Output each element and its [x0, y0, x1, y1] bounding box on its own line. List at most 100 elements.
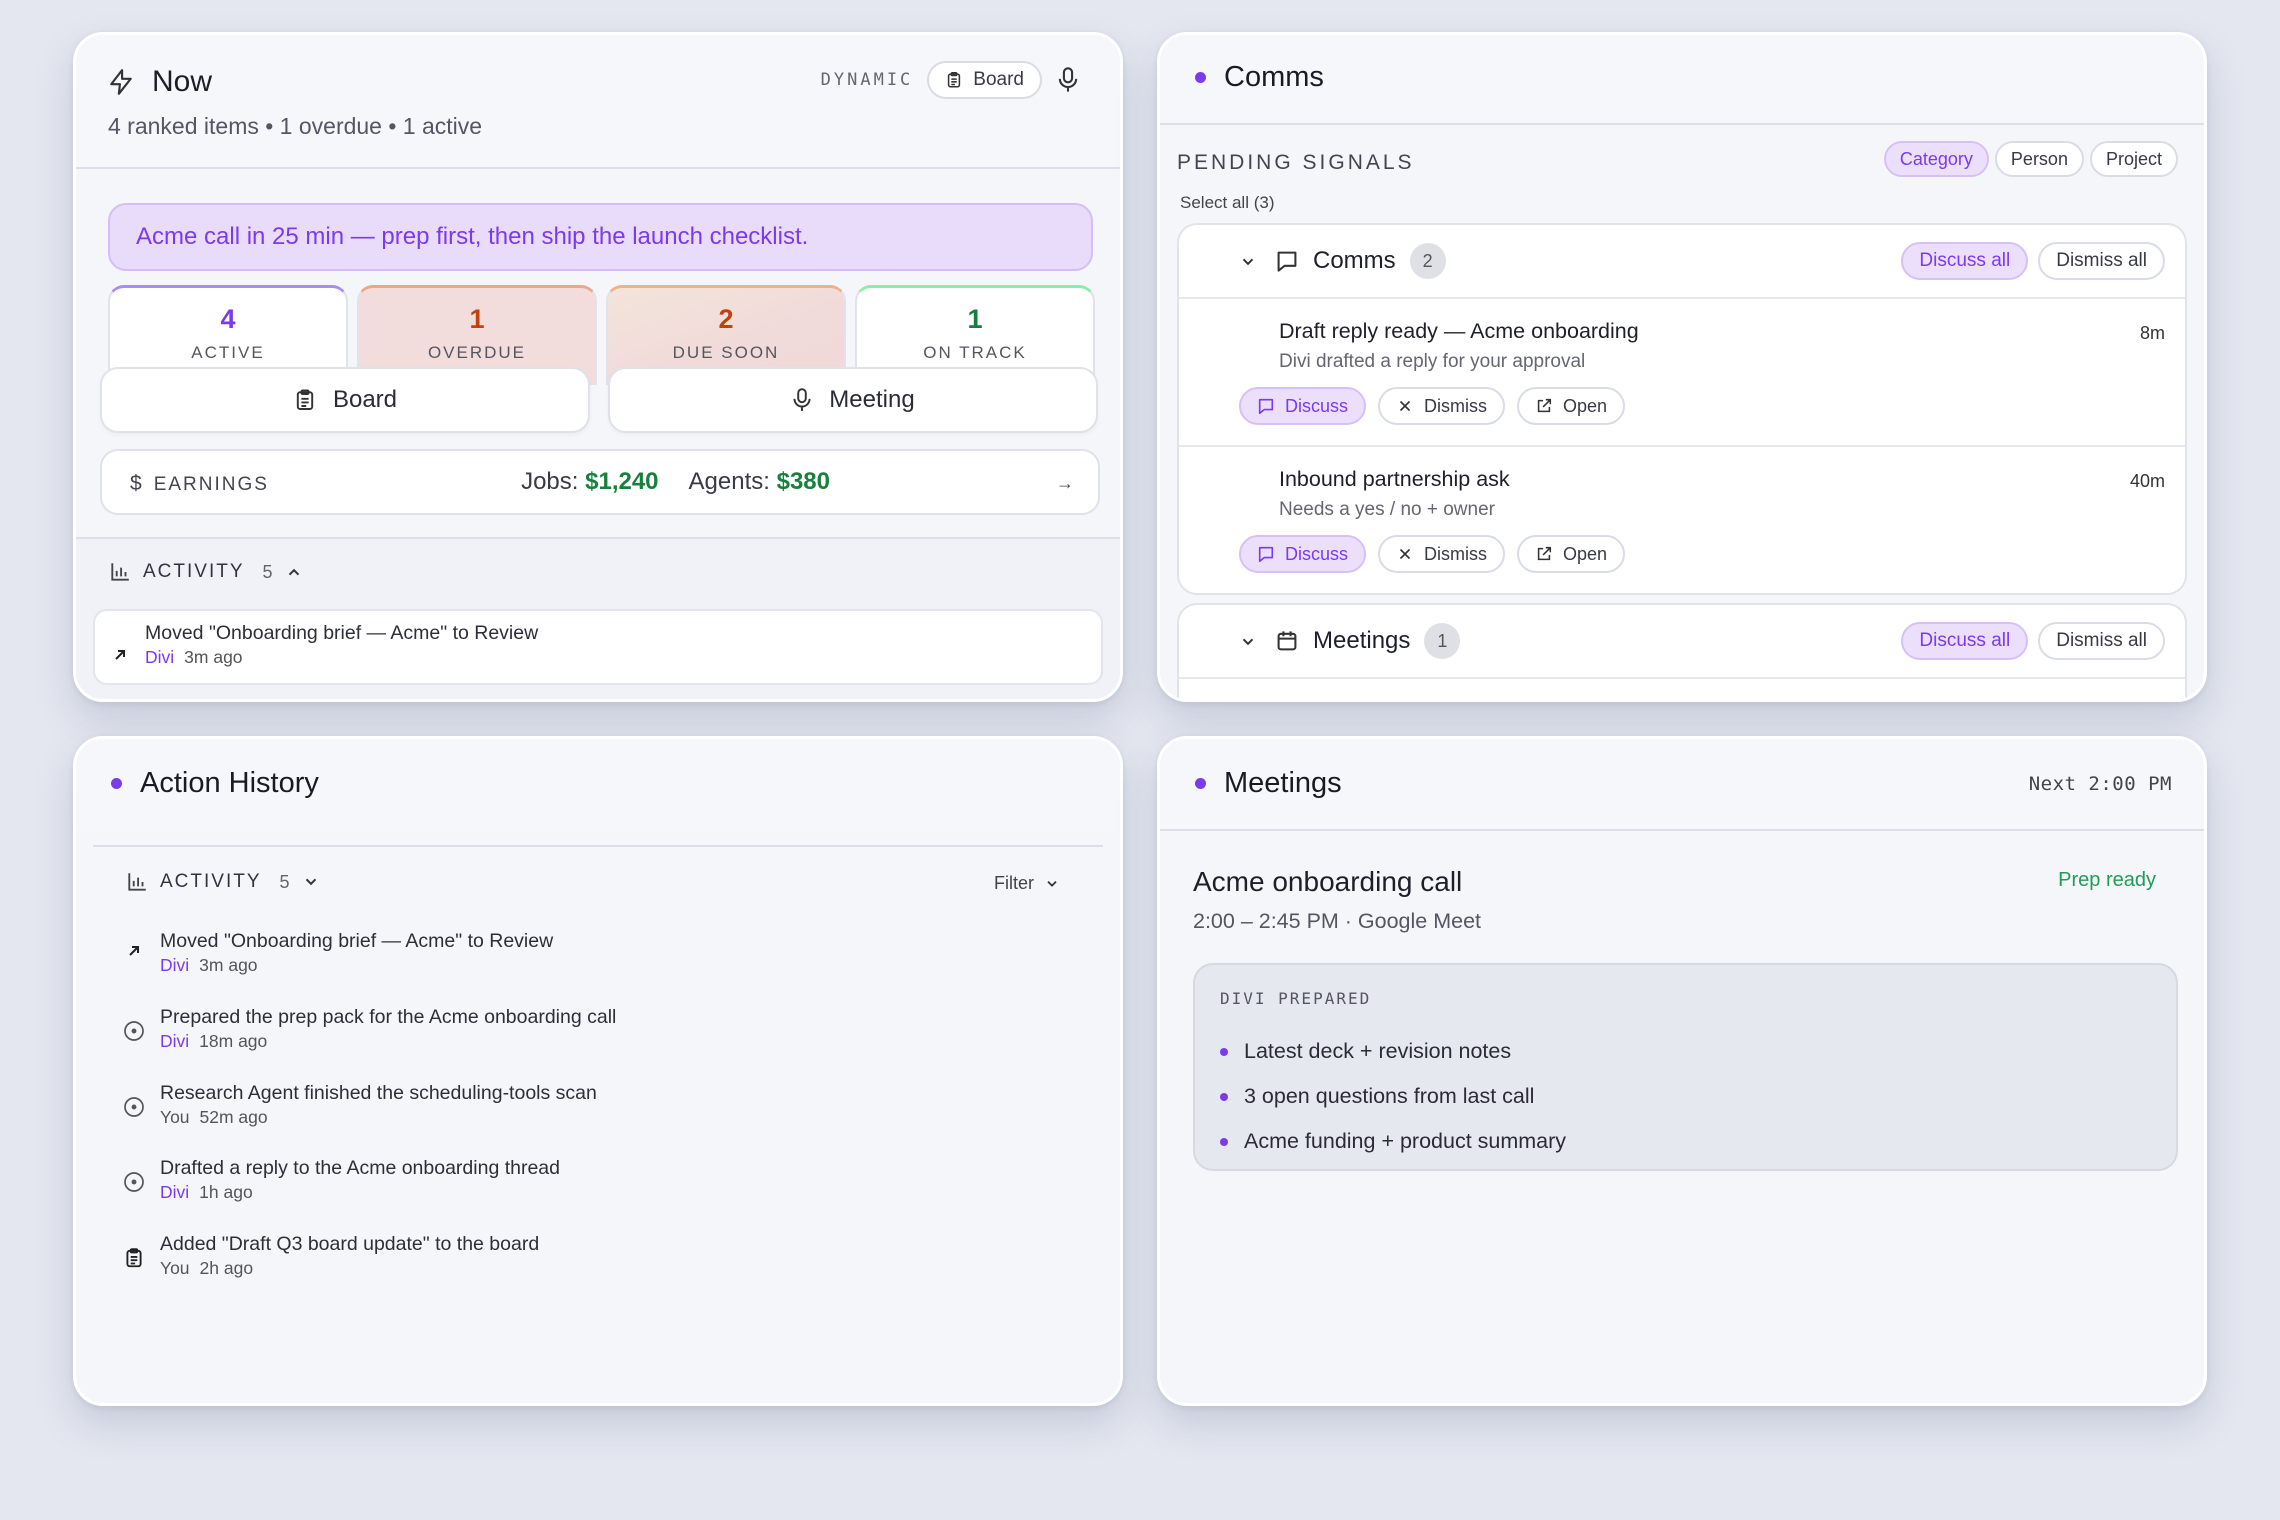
group-by-filters: Category Person Project [1883, 141, 2178, 177]
prep-status-badge: Prep ready [2058, 869, 2156, 891]
signal-title: Inbound partnership ask [1279, 467, 1510, 491]
close-icon [1396, 397, 1414, 415]
open-button[interactable]: Open [1517, 535, 1626, 573]
meetings-group-name: Meetings [1313, 627, 1411, 654]
divider [93, 845, 1103, 847]
history-item[interactable]: Added "Draft Q3 board update" to the boa… [116, 1230, 539, 1279]
mode-label: DYNAMIC [820, 70, 914, 90]
signal-item[interactable]: Draft reply ready — Acme onboarding Divi… [1179, 299, 2185, 447]
close-icon [1396, 545, 1414, 563]
history-item-when: 1h ago [199, 1182, 253, 1203]
meeting-button[interactable]: Meeting [608, 367, 1098, 433]
stat-on-track-value: 1 [967, 304, 983, 334]
discuss-all-button[interactable]: Discuss all [1901, 242, 2029, 280]
history-item[interactable]: Drafted a reply to the Acme onboarding t… [116, 1154, 560, 1203]
comms-title: Comms [1224, 61, 1324, 93]
filter-label: Filter [994, 873, 1034, 893]
comms-group: Comms 2 Discuss all Dismiss all Draft re… [1177, 223, 2187, 595]
meetings-group: Meetings 1 Discuss all Dismiss all [1177, 603, 2187, 699]
filter-project[interactable]: Project [2089, 141, 2178, 177]
discuss-all-button[interactable]: Discuss all [1901, 622, 2029, 660]
filter-category[interactable]: Category [1883, 141, 1989, 177]
status-dot [111, 778, 122, 789]
history-item-when: 52m ago [199, 1107, 268, 1128]
lightning-icon [108, 68, 134, 96]
now-activity-header[interactable]: ACTIVITY 5 [109, 561, 303, 583]
chevron-down-icon[interactable] [1239, 253, 1257, 271]
arrow-right-icon[interactable]: → [1056, 473, 1074, 493]
meetings-group-header: Meetings 1 Discuss all Dismiss all [1179, 605, 2185, 679]
status-dot [1195, 778, 1206, 789]
signal-title: Draft reply ready — Acme onboarding [1279, 319, 1639, 343]
chevron-up-icon[interactable] [285, 563, 303, 581]
circle-dot-icon [116, 1079, 152, 1128]
earnings-label-group: $ EARNINGS [130, 472, 269, 496]
history-item-when: 2h ago [199, 1258, 254, 1279]
external-link-icon [1535, 545, 1553, 563]
earnings-label: EARNINGS [153, 474, 269, 495]
now-activity-when: 3m ago [184, 647, 243, 668]
history-item-text: Added "Draft Q3 board update" to the boa… [160, 1233, 540, 1255]
stat-overdue-label: OVERDUE [427, 343, 527, 362]
history-title: Action History [140, 767, 319, 799]
prep-item: Acme funding + product summary [1220, 1119, 1566, 1164]
dismiss-button[interactable]: Dismiss [1378, 387, 1506, 425]
prep-list: Latest deck + revision notes 3 open ques… [1220, 1029, 1566, 1164]
earnings-values: Jobs: $1,240 Agents: $380 [521, 468, 830, 496]
circle-dot-icon [116, 1154, 152, 1203]
history-header: Action History [76, 739, 1120, 831]
message-icon [1257, 397, 1275, 415]
jobs-label: Jobs: [521, 468, 579, 495]
bar-chart-icon [109, 561, 131, 583]
history-item-who: Divi [160, 1031, 190, 1052]
open-button[interactable]: Open [1517, 387, 1626, 425]
discuss-button[interactable]: Discuss [1239, 387, 1367, 425]
chevron-down-icon [1044, 876, 1060, 892]
earnings-row[interactable]: $ EARNINGS Jobs: $1,240 Agents: $380 → [100, 449, 1100, 515]
history-item-text: Moved "Onboarding brief — Acme" to Revie… [160, 930, 554, 952]
comms-group-name: Comms [1313, 247, 1396, 274]
now-banner: Acme call in 25 min — prep first, then s… [108, 203, 1093, 271]
meetings-header: Meetings Next 2:00 PM [1160, 739, 2204, 831]
prep-item: 3 open questions from last call [1220, 1074, 1566, 1119]
meetings-panel: Meetings Next 2:00 PM Acme onboarding ca… [1157, 736, 2207, 1406]
history-item[interactable]: Prepared the prep pack for the Acme onbo… [116, 1003, 616, 1052]
now-activity-who: Divi [145, 647, 175, 668]
now-activity-section: ACTIVITY 5 Moved "Onboarding brief — Acm… [76, 537, 1120, 699]
comms-group-count: 2 [1409, 243, 1446, 279]
chevron-down-icon[interactable] [302, 873, 320, 891]
history-item[interactable]: Research Agent finished the scheduling-t… [116, 1079, 597, 1128]
now-header: Now 4 ranked items • 1 overdue • 1 activ… [76, 35, 1120, 169]
dismiss-all-button[interactable]: Dismiss all [2038, 622, 2165, 660]
meetings-group-count: 1 [1424, 623, 1461, 659]
board-pill-label: Board [973, 69, 1024, 90]
history-item-who: Divi [160, 955, 190, 976]
filter-person[interactable]: Person [1994, 141, 2084, 177]
agents-label: Agents: [688, 468, 770, 495]
select-all-link[interactable]: Select all (3) [1180, 193, 1275, 212]
history-activity-header[interactable]: ACTIVITY 5 [126, 871, 320, 893]
circle-dot-icon [116, 1003, 152, 1052]
open-label: Open [1563, 395, 1608, 416]
microphone-icon[interactable] [1056, 66, 1080, 94]
board-button[interactable]: Board [100, 367, 590, 433]
now-title: Now [152, 65, 213, 98]
now-activity-item[interactable]: Moved "Onboarding brief — Acme" to Revie… [93, 609, 1103, 685]
discuss-button[interactable]: Discuss [1239, 535, 1367, 573]
filter-dropdown[interactable]: Filter [994, 873, 1060, 894]
clipboard-icon [116, 1230, 152, 1279]
signal-subtitle: Needs a yes / no + owner [1279, 499, 1495, 520]
meeting-title[interactable]: Acme onboarding call [1193, 866, 1463, 897]
board-pill-button[interactable]: Board [927, 61, 1042, 99]
history-item-text: Prepared the prep pack for the Acme onbo… [160, 1006, 617, 1028]
signal-item[interactable]: Inbound partnership ask Needs a yes / no… [1179, 447, 2185, 593]
status-dot [1195, 72, 1206, 83]
chevron-down-icon[interactable] [1239, 633, 1257, 651]
history-item[interactable]: Moved "Onboarding brief — Acme" to Revie… [116, 927, 553, 976]
history-item-who: You [160, 1258, 190, 1279]
external-link-icon [1535, 397, 1553, 415]
now-activity-text: Moved "Onboarding brief — Acme" to Revie… [145, 622, 539, 644]
dismiss-all-button[interactable]: Dismiss all [2038, 242, 2165, 280]
dismiss-button[interactable]: Dismiss [1378, 535, 1506, 573]
comms-header: Comms [1160, 35, 2204, 125]
